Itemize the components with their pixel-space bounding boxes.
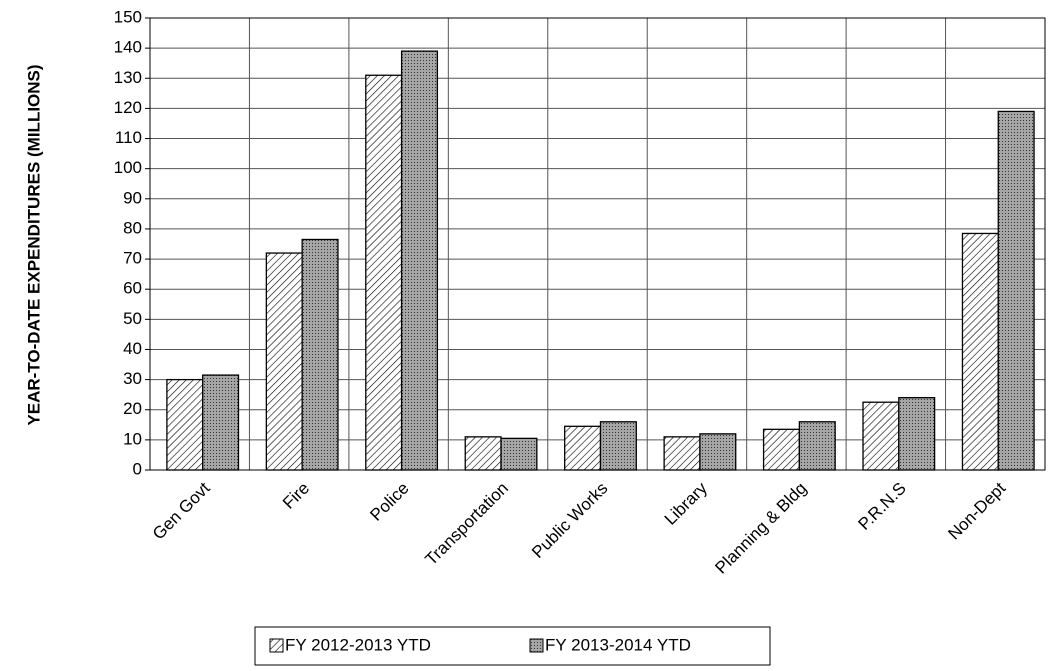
x-tick-label: Public Works xyxy=(528,479,611,562)
bar-fill xyxy=(301,238,339,471)
bar-fill xyxy=(862,401,900,471)
legend-swatch xyxy=(529,638,544,653)
bar xyxy=(500,437,538,471)
y-tick-label: 90 xyxy=(123,188,142,207)
legend-swatch xyxy=(269,638,284,653)
x-tick-label: P.R.N.S xyxy=(855,479,910,534)
bar xyxy=(564,425,602,471)
bar xyxy=(798,421,836,471)
bar-fill xyxy=(663,436,701,471)
y-tick-label: 20 xyxy=(123,399,142,418)
bar xyxy=(862,401,900,471)
y-tick-label: 30 xyxy=(123,369,142,388)
x-tick-label: Transportation xyxy=(422,479,512,569)
bar xyxy=(265,252,303,471)
y-tick-label: 100 xyxy=(114,158,142,177)
y-tick-label: 50 xyxy=(123,309,142,328)
bar-fill xyxy=(564,425,602,471)
bar-fill xyxy=(762,428,801,471)
y-tick-label: 140 xyxy=(114,38,142,57)
y-tick-label: 60 xyxy=(123,279,142,298)
y-tick-label: 110 xyxy=(115,128,142,147)
y-tick-label: 120 xyxy=(114,98,142,117)
y-tick-label: 70 xyxy=(123,249,142,268)
bar xyxy=(961,232,999,471)
bar xyxy=(464,436,502,471)
bar-fill xyxy=(898,397,936,471)
x-tick-label: Police xyxy=(366,479,412,525)
bar-fill xyxy=(699,433,737,471)
bar-fill xyxy=(166,378,204,471)
bar xyxy=(365,74,403,471)
bar xyxy=(301,238,339,471)
bar-fill xyxy=(265,252,303,471)
x-tick-label: Library xyxy=(661,478,712,529)
bar xyxy=(898,397,936,471)
bar-fill xyxy=(202,374,240,471)
bar-fill xyxy=(961,232,999,471)
bar-fill xyxy=(365,74,403,471)
bar xyxy=(202,374,240,471)
bar xyxy=(166,378,204,471)
bar xyxy=(663,436,701,471)
bar xyxy=(699,433,737,471)
bar-fill xyxy=(464,436,502,471)
bar-fill xyxy=(798,421,836,471)
bar xyxy=(400,50,439,471)
x-tick-label: Planning & Bldg xyxy=(711,479,810,578)
y-tick-label: 80 xyxy=(123,218,142,237)
bar-fill xyxy=(500,437,538,471)
bar xyxy=(762,428,801,471)
legend xyxy=(254,626,771,666)
y-tick-label: 10 xyxy=(123,429,142,448)
legend-label: FY 2012-2013 YTD xyxy=(285,635,431,654)
bar-fill xyxy=(599,421,637,471)
bar xyxy=(599,421,637,471)
bar-fill xyxy=(997,110,1035,471)
bar xyxy=(997,110,1035,471)
y-axis-label: YEAR-TO-DATE EXPENDITURES (MILLIONS) xyxy=(24,64,43,425)
x-tick-label: Fire xyxy=(279,479,313,513)
legend-label: FY 2013-2014 YTD xyxy=(545,635,691,654)
x-tick-label: Gen Govt xyxy=(149,478,214,543)
y-tick-label: 40 xyxy=(123,339,142,358)
y-tick-label: 150 xyxy=(114,7,142,26)
x-tick-label: Non-Dept xyxy=(944,478,1009,543)
y-tick-label: 0 xyxy=(133,459,142,478)
y-tick-label: 130 xyxy=(114,68,142,87)
bar-fill xyxy=(400,50,439,471)
